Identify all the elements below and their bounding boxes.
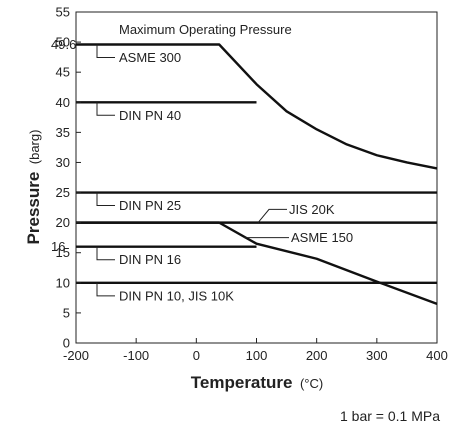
series-line-asme-300 [76,43,438,170]
series-label-jis-20k: JIS 20K [289,202,335,217]
series-line-asme-150 [76,221,438,306]
y-extra-tick-label: 16 [51,239,65,254]
y-extra-tick-label: 49.6 [51,37,76,52]
y-axis-label-unit: (barg) [27,130,42,165]
y-axis-label: Pressure (barg) [24,130,43,245]
callout-leader-din-pn-16 [96,246,115,261]
x-axis-label-main: Temperature [191,373,293,392]
callout-leader-jis-20k [257,208,287,223]
y-tick-label: 20 [56,215,70,230]
x-tick-label: 400 [426,348,448,363]
series-label-din-pn-25: DIN PN 25 [119,198,181,213]
x-tick-label: -200 [63,348,89,363]
y-tick-label: 25 [56,185,70,200]
series-label-asme-150: ASME 150 [291,230,353,245]
y-tick-label: 0 [63,336,70,351]
chart-title: Maximum Operating Pressure [119,22,292,37]
x-axis-label: Temperature (°C) [191,373,323,392]
x-tick-label: 0 [193,348,200,363]
y-axis-label-main: Pressure [24,172,43,245]
callout-leader-din-pn-25 [96,192,115,207]
callout-leader-din-pn-40 [96,102,115,116]
series-label-din-pn-10-jis-10k: DIN PN 10, JIS 10K [119,288,234,303]
y-tick-label: 45 [56,65,70,80]
series-label-din-pn-40: DIN PN 40 [119,108,181,123]
x-tick-label: 200 [306,348,328,363]
x-tick-label: 300 [366,348,388,363]
series-label-asme-300: ASME 300 [119,50,181,65]
unit-conversion-note: 1 bar = 0.1 MPa [340,408,440,424]
y-tick-label: 30 [56,155,70,170]
callout-leader-asme-300 [96,44,115,58]
callout-leader-din-pn-10-jis-10k [96,282,115,297]
y-tick-label: 35 [56,125,70,140]
y-tick-label: 55 [56,5,70,20]
series-label-din-pn-16: DIN PN 16 [119,252,181,267]
x-tick-label: 100 [246,348,268,363]
y-tick-label: 50 [56,35,70,50]
y-tick-label: 15 [56,245,70,260]
x-axis-label-unit: (°C) [300,376,323,391]
y-tick-label: 5 [63,305,70,320]
y-tick-label: 10 [56,275,70,290]
x-tick-label: -100 [123,348,149,363]
y-tick-label: 40 [56,95,70,110]
